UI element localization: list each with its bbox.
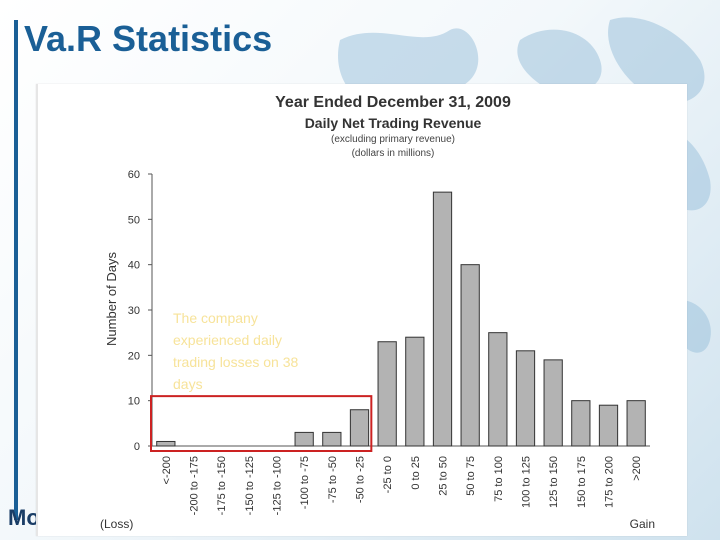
- annotation-line: The company: [173, 310, 258, 326]
- y-tick-label: 20: [128, 350, 140, 362]
- x-loss-label: (Loss): [100, 517, 133, 531]
- x-tick-label: 175 to 200: [604, 456, 616, 508]
- x-tick-label: -75 to -50: [327, 456, 339, 503]
- x-tick-label: 75 to 100: [493, 456, 505, 502]
- bar: [543, 359, 563, 447]
- chart-panel: Year Ended December 31, 2009 Daily Net T…: [36, 84, 687, 536]
- bar: [626, 400, 646, 447]
- bar: [156, 440, 176, 447]
- accent-bar: [14, 20, 18, 520]
- x-tick-label: 25 to 50: [438, 456, 450, 496]
- var-histogram-chart: Year Ended December 31, 2009 Daily Net T…: [100, 94, 655, 531]
- x-tick-label: -175 to -150: [216, 456, 228, 515]
- x-tick-label: -125 to -100: [272, 456, 284, 515]
- x-tick-label: 100 to 125: [521, 456, 533, 508]
- x-tick-label: -150 to -125: [244, 456, 256, 515]
- x-gain-label: Gain: [630, 517, 655, 531]
- x-tick-label: 125 to 150: [548, 456, 560, 508]
- chart-subtitle-note-1: (excluding primary revenue): [331, 134, 455, 145]
- annotation-line: experienced daily: [173, 332, 282, 348]
- x-tick-label: >200: [631, 456, 643, 481]
- bar: [460, 264, 480, 447]
- y-tick-label: 50: [128, 214, 140, 226]
- x-tick-label: -200 to -175: [189, 456, 201, 515]
- bar: [322, 431, 342, 447]
- bar: [515, 350, 536, 447]
- bar: [571, 400, 591, 447]
- loss-annotation: The company experienced daily trading loss…: [173, 310, 299, 392]
- bar: [377, 341, 397, 447]
- chart-subtitle-note-2: (dollars in millions): [352, 148, 435, 159]
- y-tick-label: 0: [134, 441, 140, 453]
- x-tick-label: -100 to -75: [299, 456, 311, 509]
- bar: [488, 332, 508, 447]
- x-tick-label: <-200: [161, 456, 173, 484]
- x-tick-label: 50 to 75: [465, 456, 477, 496]
- y-tick-label: 40: [128, 260, 140, 272]
- x-tick-label: -25 to 0: [382, 456, 394, 493]
- annotation-line: days: [173, 376, 203, 392]
- y-tick-label: 10: [128, 396, 140, 408]
- bar: [405, 336, 425, 447]
- slide-title: Va.R Statistics: [24, 18, 273, 59]
- y-axis-label: Number of Days: [104, 252, 119, 346]
- annotation-line: trading losses on 38: [173, 354, 299, 370]
- chart-title: Year Ended December 31, 2009: [275, 94, 511, 111]
- bar: [349, 409, 370, 447]
- bar: [432, 191, 453, 447]
- loss-days-highlight-box: [150, 395, 373, 452]
- y-tick-label: 30: [128, 305, 140, 317]
- x-tick-label: 150 to 175: [576, 456, 588, 508]
- x-tick-label: 0 to 25: [410, 456, 422, 490]
- chart-subtitle: Daily Net Trading Revenue: [305, 115, 482, 131]
- bar: [598, 404, 619, 447]
- y-tick-label: 60: [128, 169, 140, 181]
- company-logo: Mo: [8, 505, 40, 530]
- x-tick-label: -50 to -25: [355, 456, 367, 503]
- bar: [294, 431, 314, 447]
